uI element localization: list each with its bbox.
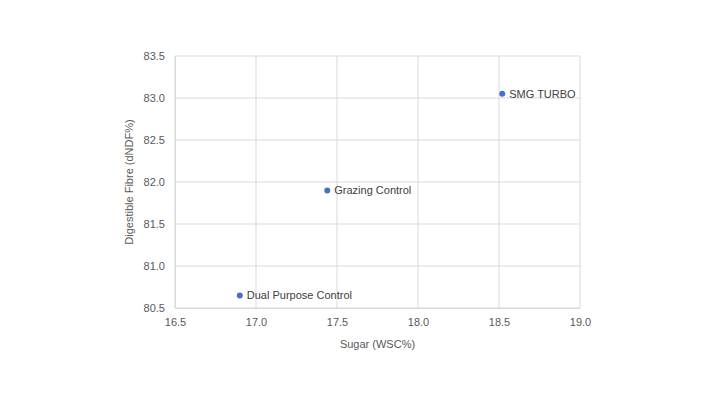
grid — [175, 56, 580, 308]
point-label: Grazing Control — [334, 184, 411, 196]
tick-label: 81.0 — [144, 260, 165, 272]
point — [499, 91, 505, 97]
y-axis: 80.5 81.0 81.5 82.0 82.5 83.0 83.5 — [144, 50, 176, 314]
tick: 80.5 — [144, 302, 175, 314]
tick-label: 82.5 — [144, 134, 165, 146]
x-axis: 16.5 17.0 17.5 18.0 18.5 19.0 — [165, 308, 591, 328]
x-axis-title: Sugar (WSC%) — [340, 338, 415, 350]
point — [237, 292, 243, 298]
tick: 18.0 — [408, 308, 429, 328]
y-grid-line — [175, 266, 580, 267]
tick-label: 83.0 — [144, 92, 165, 104]
tick: 82.0 — [144, 176, 175, 188]
y-grid-line — [175, 140, 580, 141]
tick-label: 82.0 — [144, 176, 165, 188]
tick: 17.0 — [246, 308, 267, 328]
tick: 18.5 — [489, 308, 510, 328]
y-grid-line — [175, 224, 580, 225]
tick-label: 17.5 — [327, 316, 348, 328]
points — [237, 91, 505, 299]
axis-line — [176, 308, 581, 309]
point-labels: SMG TURBO Grazing Control Dual Purpose Con… — [247, 88, 576, 302]
y-axis-title: Digestible Fibre (dNDF%) — [123, 119, 135, 244]
axis-line — [175, 57, 176, 309]
plot: 16.5 17.0 17.5 18.0 18.5 19.0 80.5 81.0 81.5 82.0… — [144, 50, 592, 328]
tick-label: 81.5 — [144, 218, 165, 230]
tick-label: 19.0 — [570, 316, 591, 328]
x-grid-line — [175, 56, 176, 308]
tick-label: 16.5 — [165, 316, 186, 328]
tick-label: 80.5 — [144, 302, 165, 314]
tick: 83.0 — [144, 92, 175, 104]
tick-label: 83.5 — [144, 50, 165, 62]
tick: 19.0 — [570, 308, 591, 328]
point-label: Dual Purpose Control — [247, 289, 352, 301]
tick: 17.5 — [327, 308, 348, 328]
tick-label: 18.5 — [489, 316, 510, 328]
tick: 82.5 — [144, 134, 175, 146]
y-grid-line — [175, 182, 580, 183]
y-grid-line — [175, 308, 580, 309]
point-label: SMG TURBO — [509, 88, 576, 100]
point — [324, 187, 330, 193]
tick: 81.0 — [144, 260, 175, 272]
tick: 81.5 — [144, 218, 175, 230]
chart: 16.5 17.0 17.5 18.0 18.5 19.0 80.5 81.0 81.5 82.0… — [0, 0, 709, 399]
y-grid-line — [175, 56, 580, 57]
tick: 83.5 — [144, 50, 175, 62]
tick-label: 17.0 — [246, 316, 267, 328]
tick: 16.5 — [165, 308, 186, 328]
tick-label: 18.0 — [408, 316, 429, 328]
